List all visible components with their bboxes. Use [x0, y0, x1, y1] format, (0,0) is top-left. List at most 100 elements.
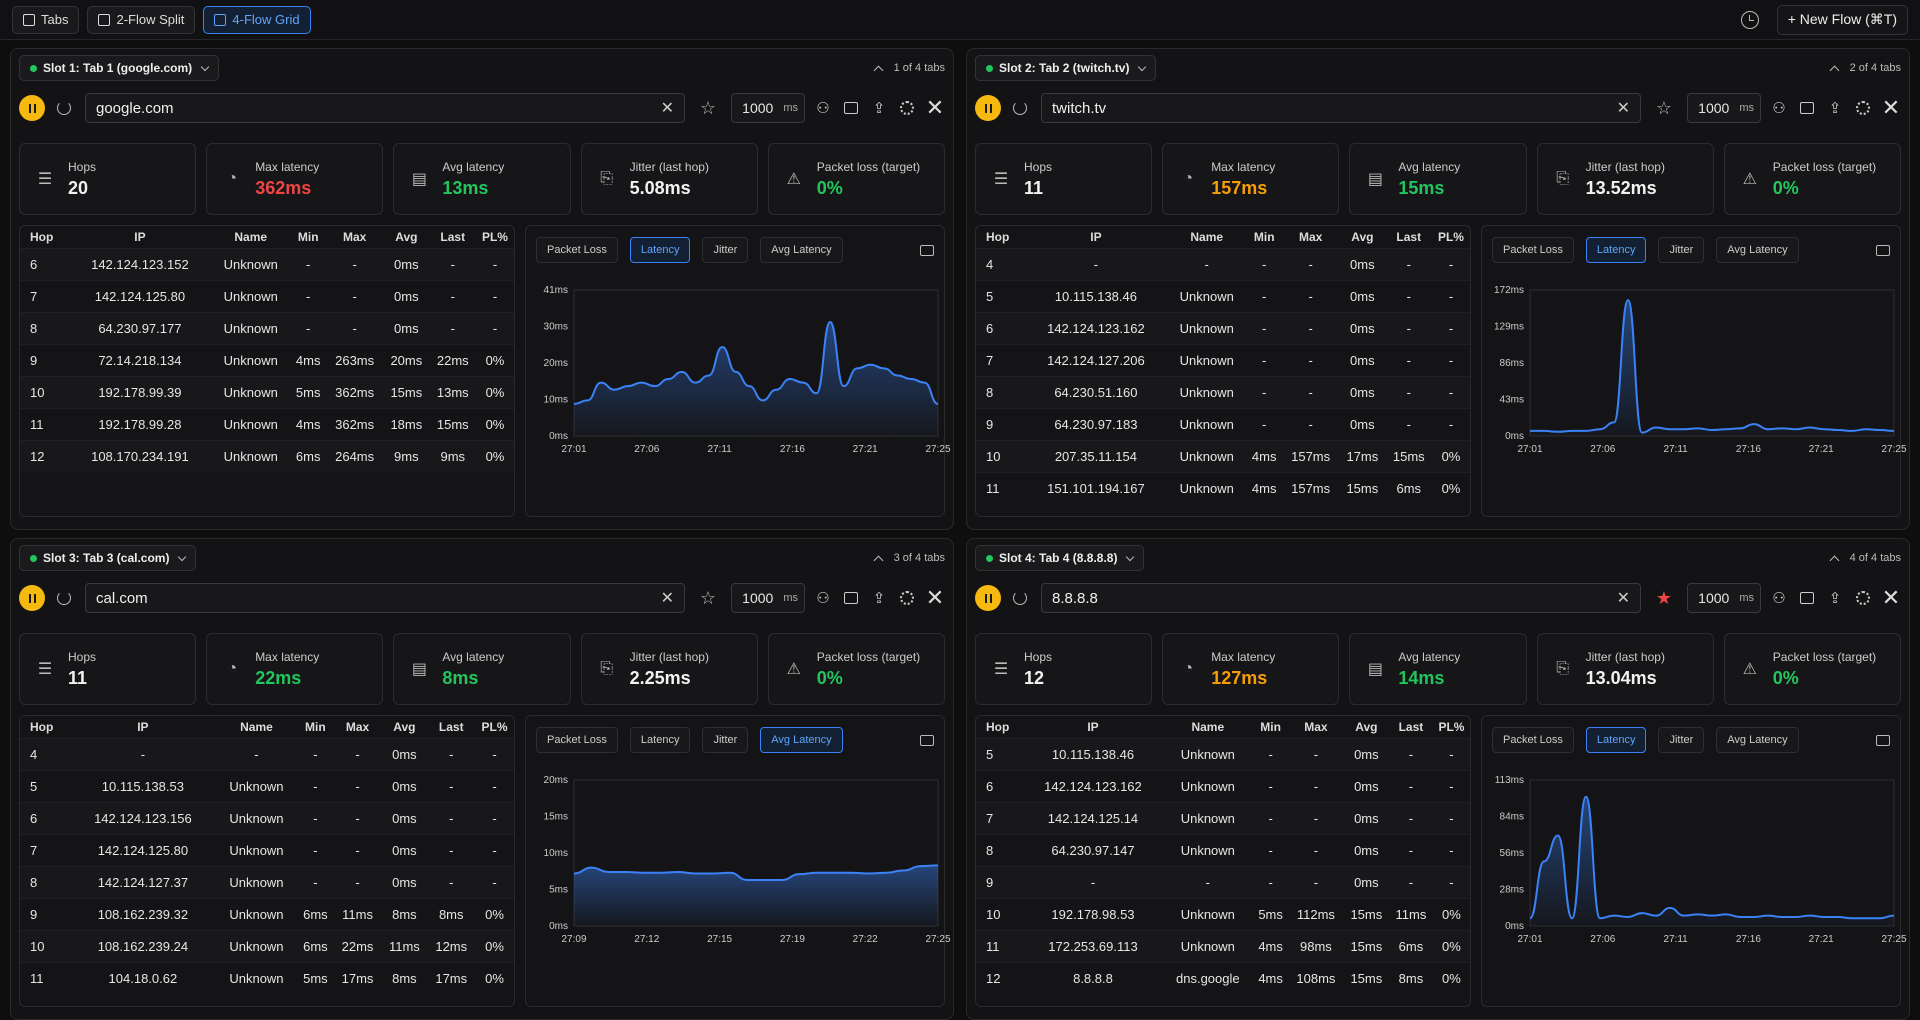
url-input[interactable]: 8.8.8.8✕	[1041, 583, 1641, 613]
column-header[interactable]: PL%	[1432, 226, 1470, 248]
grid-view-button[interactable]: 4-Flow Grid	[203, 6, 310, 34]
compare-icon[interactable]: ⚇	[813, 98, 833, 118]
compare-icon[interactable]: ⚇	[813, 588, 833, 608]
column-header[interactable]: Name	[211, 226, 290, 248]
column-header[interactable]: Last	[1389, 716, 1433, 738]
chart-tab[interactable]: Latency	[1586, 727, 1647, 753]
column-header[interactable]: Min	[1246, 226, 1282, 248]
column-header[interactable]: Min	[290, 226, 326, 248]
star-icon[interactable]: ☆	[693, 588, 723, 609]
column-header[interactable]: Avg	[1344, 716, 1389, 738]
column-header[interactable]: Hop	[20, 226, 69, 248]
column-header[interactable]: Last	[1386, 226, 1432, 248]
close-icon[interactable]: ✕	[1881, 98, 1901, 118]
url-input[interactable]: google.com✕	[85, 93, 685, 123]
column-header[interactable]: PL%	[475, 716, 514, 738]
chart-tab[interactable]: Avg Latency	[1716, 727, 1798, 753]
column-header[interactable]: IP	[1025, 226, 1168, 248]
share-icon[interactable]: ⇪	[1825, 588, 1845, 608]
share-icon[interactable]: ⇪	[869, 98, 889, 118]
close-icon[interactable]: ✕	[925, 98, 945, 118]
table-row[interactable]: 4----0ms--	[20, 738, 514, 770]
table-row[interactable]: 9----0ms--	[976, 866, 1470, 898]
pause-button[interactable]	[19, 585, 45, 611]
chevron-up-icon[interactable]	[1829, 65, 1839, 75]
column-header[interactable]: IP	[69, 226, 212, 248]
camera-icon[interactable]	[1797, 588, 1817, 608]
chart-tab[interactable]: Jitter	[1658, 727, 1704, 753]
chart-tab[interactable]: Latency	[630, 727, 691, 753]
compare-icon[interactable]: ⚇	[1769, 98, 1789, 118]
share-icon[interactable]: ⇪	[1825, 98, 1845, 118]
column-header[interactable]: Min	[297, 716, 334, 738]
share-icon[interactable]: ⇪	[869, 588, 889, 608]
star-icon[interactable]: ☆	[1649, 98, 1679, 119]
column-header[interactable]: Name	[1163, 716, 1254, 738]
slot-selector[interactable]: Slot 4: Tab 4 (8.8.8.8)	[975, 545, 1144, 571]
column-header[interactable]: IP	[1023, 716, 1162, 738]
gear-icon[interactable]	[1853, 588, 1873, 608]
close-icon[interactable]: ✕	[1881, 588, 1901, 608]
url-input[interactable]: cal.com✕	[85, 583, 685, 613]
camera-icon[interactable]	[1797, 98, 1817, 118]
column-header[interactable]: Hop	[20, 716, 70, 738]
column-header[interactable]: Hop	[976, 716, 1023, 738]
column-header[interactable]: Max	[1288, 716, 1344, 738]
chart-tab[interactable]: Avg Latency	[1716, 237, 1798, 263]
column-header[interactable]: PL%	[1433, 716, 1470, 738]
column-header[interactable]: Name	[1167, 226, 1246, 248]
star-icon[interactable]: ★	[1649, 588, 1679, 609]
clear-icon[interactable]: ✕	[661, 588, 674, 608]
chart-tab[interactable]: Packet Loss	[1492, 727, 1574, 753]
chart-tab[interactable]: Avg Latency	[760, 237, 842, 263]
table-view-icon[interactable]	[920, 245, 934, 256]
column-header[interactable]: Max	[326, 226, 383, 248]
column-header[interactable]: Max	[334, 716, 382, 738]
slot-selector[interactable]: Slot 1: Tab 1 (google.com)	[19, 55, 219, 81]
chart-tab[interactable]: Jitter	[702, 727, 748, 753]
chevron-up-icon[interactable]	[873, 65, 883, 75]
gear-icon[interactable]	[897, 588, 917, 608]
reload-icon[interactable]	[57, 591, 71, 605]
chart-tab[interactable]: Latency	[630, 237, 691, 263]
chart-tab[interactable]: Packet Loss	[1492, 237, 1574, 263]
gear-icon[interactable]	[897, 98, 917, 118]
chevron-up-icon[interactable]	[873, 555, 883, 565]
chart-tab[interactable]: Packet Loss	[536, 237, 618, 263]
clear-icon[interactable]: ✕	[661, 98, 674, 118]
chart-tab[interactable]: Jitter	[1658, 237, 1704, 263]
camera-icon[interactable]	[841, 588, 861, 608]
star-icon[interactable]: ☆	[693, 98, 723, 119]
clear-icon[interactable]: ✕	[1617, 588, 1630, 608]
chart-tab[interactable]: Latency	[1586, 237, 1647, 263]
pause-button[interactable]	[19, 95, 45, 121]
chevron-up-icon[interactable]	[1829, 555, 1839, 565]
